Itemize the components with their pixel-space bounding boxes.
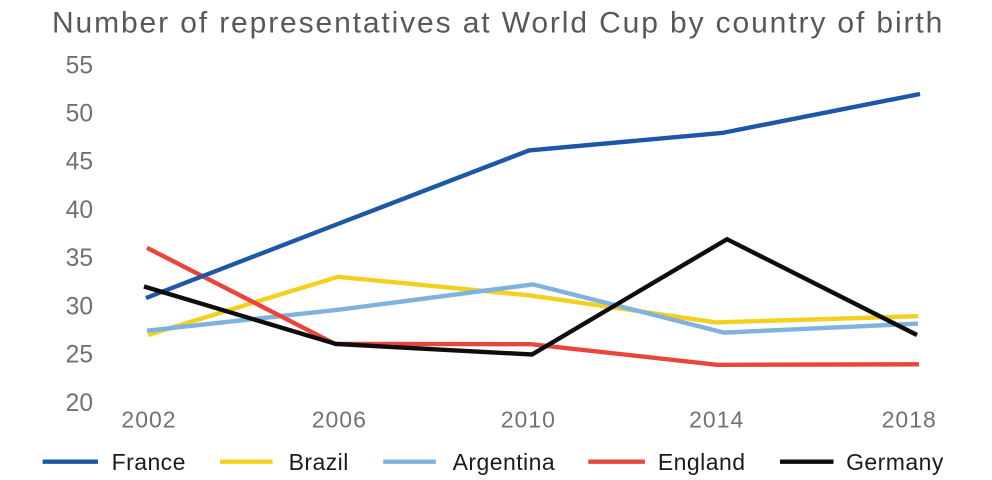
svg-text:2018: 2018 [882,407,937,433]
svg-text:35: 35 [66,245,93,272]
svg-text:2014: 2014 [689,407,744,433]
svg-text:Argentina: Argentina [453,449,556,475]
svg-text:40: 40 [66,197,93,224]
svg-text:Number of representatives at W: Number of representatives at World Cup b… [52,6,944,39]
svg-text:55: 55 [66,52,93,79]
svg-text:25: 25 [66,342,93,369]
svg-text:France: France [112,449,186,475]
svg-text:45: 45 [66,149,93,176]
svg-text:2002: 2002 [121,407,176,433]
svg-text:Germany: Germany [846,449,944,475]
svg-text:2006: 2006 [312,407,367,433]
svg-text:England: England [658,449,746,475]
svg-text:50: 50 [66,101,93,128]
svg-text:20: 20 [66,390,93,417]
svg-text:Brazil: Brazil [289,449,349,475]
svg-text:2010: 2010 [501,407,556,433]
svg-text:30: 30 [66,293,93,320]
